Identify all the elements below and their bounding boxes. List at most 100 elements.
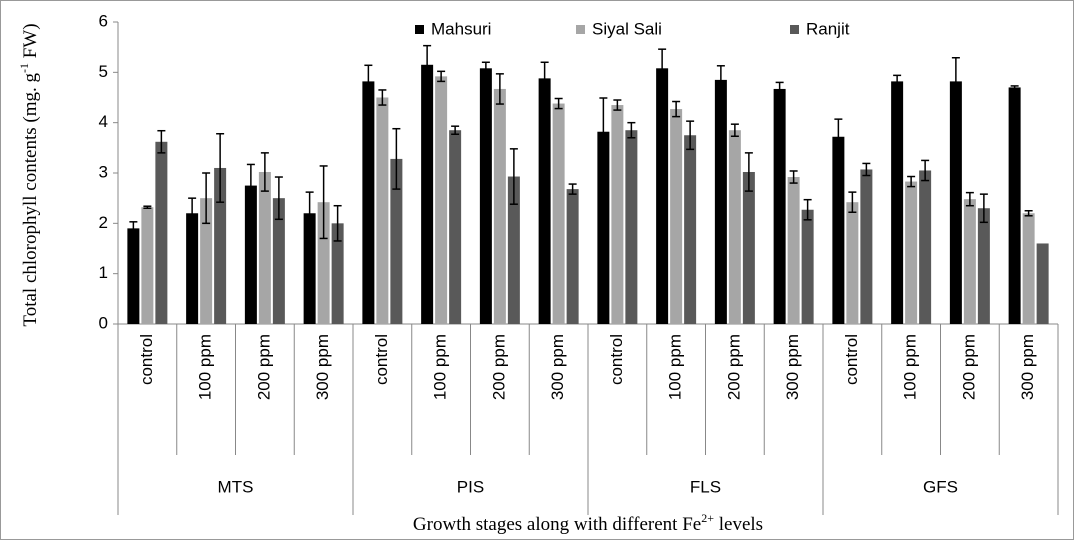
bar [597,131,610,324]
bar [200,198,213,324]
error-bar [834,118,843,156]
error-bar [951,56,960,106]
y-tick-label: 2 [99,213,108,232]
error-bar [319,165,328,240]
error-bar [274,176,283,221]
error-bar [364,64,373,99]
error-bar [716,65,725,95]
bar [1022,213,1035,324]
x-tick-label: 300 ppm [313,334,332,400]
error-bar [143,205,152,209]
bar [390,158,403,324]
error-bar [568,183,577,195]
legend-label: Ranjit [806,19,850,38]
x-tick-label: control [607,334,626,385]
y-title-sup: -1 [17,63,31,73]
bar [127,228,140,324]
error-bar [392,127,401,190]
x-tick-label: 100 ppm [666,334,685,400]
bar [860,169,873,324]
error-bar [658,48,667,89]
x-tick-label: 200 ppm [724,334,743,400]
error-bar [893,74,902,89]
group-label: FLS [690,477,721,496]
bar [155,141,168,324]
bar [303,213,316,324]
x-tick-label: 300 ppm [783,334,802,400]
bar [258,171,271,324]
bar [684,135,697,324]
error-bar [979,193,988,224]
error-bar [495,73,504,105]
bar [625,130,638,324]
legend-label: Siyal Sali [592,19,662,38]
bar [421,64,434,325]
bar [566,189,579,324]
bar [949,81,962,324]
legend-swatch [576,25,585,34]
error-bar [627,121,636,139]
error-bar [1010,85,1019,90]
y-axis-title: Total chlorophyll contents (mg. g-1 FW) [17,23,42,326]
error-bar [775,81,784,97]
error-bar [862,162,871,177]
error-bar [789,170,798,184]
bar [670,109,683,325]
x-tick-label: 100 ppm [901,334,920,400]
bar [479,68,492,324]
error-bar [246,163,255,208]
error-bar [188,197,197,230]
bar [891,81,904,324]
y-tick-label: 3 [99,162,108,181]
error-bar [686,120,695,151]
x-tick-label: 200 ppm [489,334,508,400]
x-tick-label: 100 ppm [196,334,215,400]
error-bar [216,132,225,203]
x-title-tail: levels [714,514,763,535]
bar [963,199,976,324]
x-tick-label: 200 ppm [254,334,273,400]
bar [846,202,859,324]
error-bar [260,152,269,192]
bar [742,171,755,324]
bar [449,130,462,324]
bar [714,79,727,324]
group-label: PIS [457,477,484,496]
legend-label: Mahsuri [431,19,491,38]
error-bar [1024,210,1033,217]
bar [331,223,344,324]
bar [832,136,845,324]
y-tick-label: 6 [99,11,108,30]
bar [801,209,814,324]
y-tick-label: 1 [99,263,108,282]
bar [1036,243,1049,324]
error-bar [803,198,812,221]
x-title-text: Growth stages along with different Fe [413,514,701,535]
bar [376,97,389,324]
error-bar [157,129,166,154]
bar [919,170,932,324]
x-tick-label: control [372,334,391,385]
x-tick-label: 200 ppm [959,334,978,400]
y-tick-label: 4 [99,112,108,131]
error-bar [554,97,563,110]
y-tick-label: 0 [99,313,108,332]
bar [507,176,520,324]
bar [905,181,918,324]
x-axis-title: Growth stages along with different Fe2+ … [413,511,763,536]
error-bar [599,97,608,167]
error-bar [848,191,857,214]
bar [728,130,741,324]
error-bar [451,125,460,135]
y-tick-label: 5 [99,62,108,81]
error-bar [744,152,753,192]
bar [214,167,227,324]
error-bar [921,159,930,182]
error-bar [672,100,681,118]
error-bar [305,191,314,236]
error-bar [730,123,739,138]
bar [362,81,375,324]
error-bar [437,70,446,83]
x-tick-label: 300 ppm [1018,334,1037,400]
